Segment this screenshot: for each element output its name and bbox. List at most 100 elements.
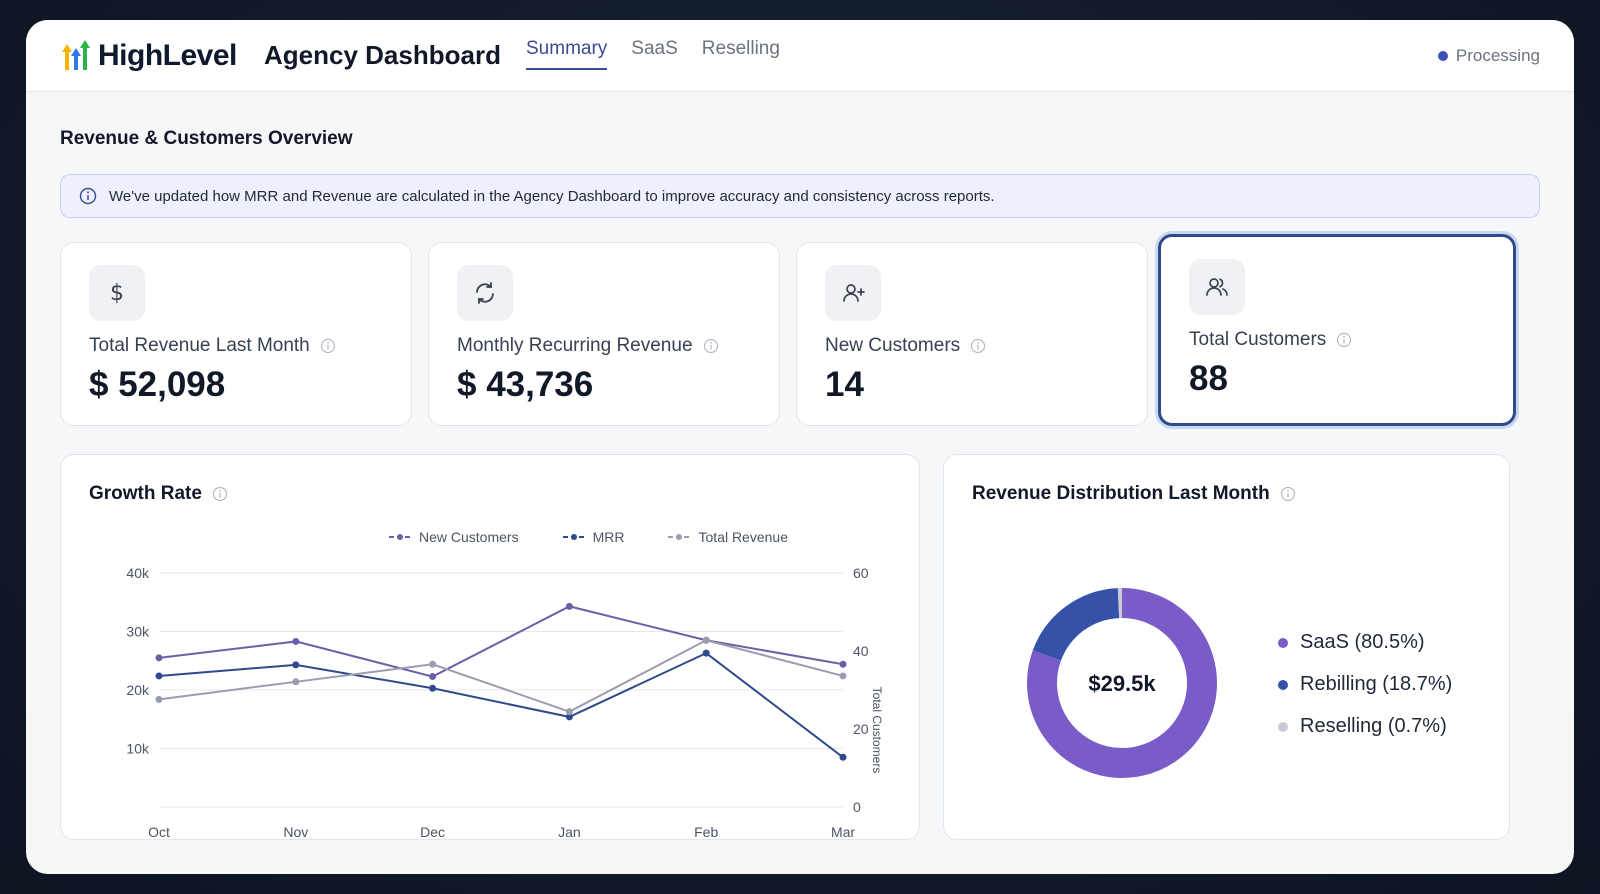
card-title: Growth Rate [89, 483, 228, 505]
legend-item-rebilling[interactable]: Rebilling (18.7%) [1278, 673, 1452, 696]
kpi-label: New Customers [825, 335, 986, 357]
legend-item-new-customers[interactable]: New Customers [389, 529, 519, 545]
series-line [158, 639, 844, 713]
kpi-card-total-customers[interactable]: Total Customers 88 [1158, 234, 1516, 426]
kpi-card-total-revenue[interactable]: $ Total Revenue Last Month $ 52,098 [60, 242, 412, 426]
kpi-value: $ 52,098 [89, 365, 226, 404]
data-point [292, 661, 300, 669]
page-title: Agency Dashboard [264, 40, 501, 70]
x-tick-label: Nov [283, 824, 308, 840]
legend-dot-icon [1278, 679, 1288, 690]
revenue-distribution-card: Revenue Distribution Last Month $29.5k S… [943, 454, 1510, 840]
data-point [565, 602, 573, 610]
data-point [429, 660, 437, 668]
x-tick-label: Oct [148, 824, 170, 840]
data-point [155, 695, 163, 703]
brand-logo[interactable]: HighLevel [60, 36, 237, 76]
kpi-value: 88 [1189, 359, 1228, 398]
tab-saas[interactable]: SaaS [631, 38, 678, 59]
legend-swatch-icon [562, 534, 585, 540]
kpi-card-new-customers[interactable]: New Customers 14 [796, 242, 1148, 426]
info-icon[interactable] [320, 338, 336, 354]
data-point [565, 708, 573, 716]
y2-tick-label: 0 [853, 799, 861, 815]
donut-center-label: $29.5k [1088, 671, 1156, 696]
dashboard-window: HighLevel Agency Dashboard Summary SaaS … [26, 20, 1574, 874]
legend-item-saas[interactable]: SaaS (80.5%) [1278, 631, 1452, 654]
tab-summary[interactable]: Summary [526, 38, 608, 70]
info-icon[interactable] [1280, 486, 1296, 502]
y-tick-label: 30k [126, 624, 150, 640]
kpi-value: $ 43,736 [457, 365, 594, 404]
data-point [839, 753, 847, 761]
data-point [292, 637, 300, 645]
kpi-label-text: Monthly Recurring Revenue [457, 335, 693, 356]
x-tick-label: Dec [420, 824, 445, 840]
donut-legend: SaaS (80.5%) Rebilling (18.7%) Reselling… [1278, 631, 1452, 738]
legend-label: MRR [592, 529, 625, 545]
kpi-label-text: Total Customers [1189, 329, 1327, 350]
kpi-label-text: Total Revenue Last Month [89, 335, 310, 356]
data-point [839, 672, 847, 680]
data-point [155, 654, 163, 662]
svg-text:$: $ [110, 281, 124, 306]
data-point [702, 636, 710, 644]
info-icon[interactable] [703, 338, 719, 354]
data-point [155, 672, 163, 680]
kpi-label: Monthly Recurring Revenue [457, 335, 719, 357]
top-bar: HighLevel Agency Dashboard Summary SaaS … [26, 20, 1574, 92]
data-point [429, 684, 437, 692]
y2-tick-label: 60 [853, 565, 869, 581]
donut-slice [1032, 588, 1120, 662]
legend-label: Reselling (0.7%) [1300, 715, 1447, 737]
data-point [565, 713, 573, 721]
data-point [702, 649, 710, 657]
growth-line-chart: 40k 30k 20k 10k 60 40 20 0 Total Customers Oct Nov… [126, 565, 884, 840]
status-dot-icon [1437, 51, 1448, 61]
legend-dot-icon [1278, 721, 1288, 732]
info-banner: We've updated how MRR and Revenue are ca… [60, 174, 1540, 218]
banner-text: We've updated how MRR and Revenue are ca… [109, 187, 995, 205]
processing-status: Processing [1437, 46, 1540, 66]
y-tick-label: 40k [126, 565, 150, 581]
x-tick-label: Feb [694, 824, 718, 840]
legend-item-reselling[interactable]: Reselling (0.7%) [1278, 715, 1452, 738]
section-title: Revenue & Customers Overview [60, 128, 353, 149]
info-icon[interactable] [1336, 332, 1352, 348]
growth-title: Growth Rate [89, 483, 202, 504]
kpi-value: 14 [825, 365, 864, 404]
data-point [429, 673, 437, 681]
info-icon[interactable] [212, 486, 228, 502]
chart-legend: New Customers MRR Total Revenue [389, 529, 788, 545]
growth-rate-card: Growth Rate New Customers MRR Total Reve… [60, 454, 920, 840]
y2-tick-label: 20 [853, 721, 869, 737]
info-icon [79, 187, 97, 205]
tab-reselling[interactable]: Reselling [701, 38, 780, 59]
legend-label: SaaS (80.5%) [1300, 631, 1425, 653]
y2-axis-label: Total Customers [870, 687, 884, 774]
legend-swatch-icon [389, 534, 411, 540]
refresh-icon [457, 265, 513, 321]
y-tick-label: 20k [126, 682, 150, 698]
legend-item-total-revenue[interactable]: Total Revenue [668, 529, 788, 545]
users-icon [1189, 259, 1245, 315]
revenue-donut-chart: $29.5k [1027, 588, 1217, 778]
highlevel-logo-icon [62, 40, 90, 70]
x-tick-label: Mar [831, 824, 855, 840]
tab-bar: Summary SaaS Reselling [526, 38, 780, 70]
card-title: Revenue Distribution Last Month [972, 483, 1296, 505]
kpi-label: Total Revenue Last Month [89, 335, 336, 357]
legend-label: Total Revenue [698, 529, 788, 545]
brand-name: HighLevel [98, 39, 237, 72]
status-label: Processing [1455, 46, 1540, 65]
legend-dot-icon [1278, 637, 1288, 648]
legend-item-mrr[interactable]: MRR [562, 529, 625, 545]
x-tick-label: Jan [558, 824, 581, 840]
info-icon[interactable] [970, 338, 986, 354]
kpi-label-text: New Customers [825, 335, 961, 356]
distribution-title: Revenue Distribution Last Month [972, 483, 1270, 504]
series-line [158, 651, 844, 759]
kpi-card-mrr[interactable]: Monthly Recurring Revenue $ 43,736 [428, 242, 780, 426]
user-plus-icon [825, 265, 881, 321]
data-point [839, 660, 847, 668]
